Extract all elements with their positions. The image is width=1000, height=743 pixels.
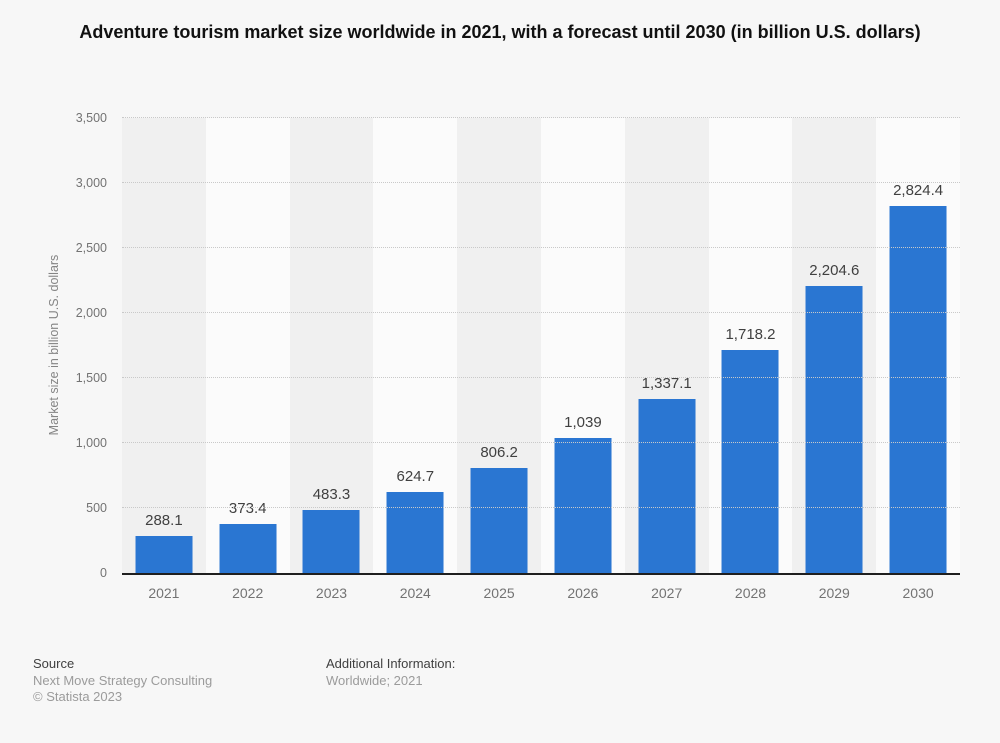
column-stripe: 2,824.4	[876, 118, 960, 573]
chart-title: Adventure tourism market size worldwide …	[79, 22, 921, 42]
column-stripe: 1,718.2	[708, 118, 793, 573]
bar-value-label: 288.1	[145, 511, 183, 529]
bar-value-label: 1,337.1	[641, 375, 692, 393]
y-tick-label: 500	[86, 501, 107, 516]
bar	[303, 510, 360, 573]
x-tick-label: 2025	[483, 585, 515, 601]
bar	[470, 468, 528, 573]
x-tick-label: 2028	[734, 585, 767, 601]
gridline	[122, 247, 960, 248]
bar-value-label: 624.7	[396, 467, 435, 485]
column-stripe: 483.3	[289, 118, 374, 573]
bar	[638, 399, 696, 573]
x-tick-label: 2023	[315, 585, 348, 601]
gridline	[122, 377, 960, 378]
y-tick-label: 3,500	[75, 111, 107, 125]
bar-value-label: 483.3	[312, 486, 351, 504]
bar-value-label: 373.4	[228, 500, 267, 518]
source-label: Source	[33, 656, 75, 671]
bar	[889, 205, 947, 573]
gridline	[122, 117, 960, 118]
column-stripe: 373.4	[205, 118, 290, 573]
y-tick-label: 2,000	[75, 306, 107, 321]
x-tick-label: 2027	[651, 585, 683, 601]
bar-value-label: 2,824.4	[893, 181, 944, 199]
bar-value-label: 1,039	[564, 413, 602, 431]
bar-value-label: 1,718.2	[725, 325, 776, 343]
y-tick-label: 1,500	[75, 371, 107, 385]
x-tick-label: 2021	[148, 585, 180, 601]
column-stripe: 2,204.6	[792, 118, 877, 573]
gridline	[122, 312, 960, 313]
source-name: Next Move Strategy Consulting	[33, 672, 213, 688]
x-tick-label: 2024	[399, 585, 431, 601]
additional-info-block: Additional Information: Worldwide; 2021	[326, 656, 455, 689]
bar	[219, 524, 277, 573]
y-tick-label: 2,500	[75, 241, 107, 255]
bar	[554, 437, 612, 573]
additional-info-value: Worldwide; 2021	[326, 672, 423, 688]
x-tick-label: 2029	[818, 585, 850, 601]
column-stripe: 624.7	[373, 118, 458, 573]
plot-area: 288.1 373.4 483.3 624.7 806.2 1,039 1,337.1 1,7…	[76, 111, 960, 580]
bar	[805, 286, 863, 573]
y-tick-label: 0	[100, 566, 107, 580]
bar	[722, 349, 779, 573]
additional-info-label: Additional Information:	[326, 656, 456, 671]
gridline	[122, 507, 960, 508]
gridline	[122, 182, 960, 183]
y-tick-label: 1,000	[75, 436, 107, 451]
gridline	[122, 442, 960, 443]
x-tick-label: 2026	[567, 585, 599, 601]
y-axis-title: Market size in billion U.S. dollars	[47, 254, 61, 436]
bar	[135, 535, 193, 573]
bar-value-label: 806.2	[480, 444, 518, 462]
column-stripe: 1,337.1	[624, 118, 709, 573]
x-axis-labels: 2021 2022 2023 2024 2025 2026 2027 2028 2029 2030	[122, 585, 960, 605]
column-stripe: 288.1	[122, 118, 206, 573]
column-stripe: 806.2	[457, 118, 541, 573]
x-tick-label: 2030	[902, 585, 934, 601]
x-tick-label: 2022	[232, 585, 264, 601]
column-stripe: 1,039	[541, 118, 625, 573]
bar-value-label: 2,204.6	[809, 262, 860, 280]
bar	[386, 491, 444, 573]
copyright-notice: © Statista 2023	[33, 689, 123, 704]
y-tick-label: 3,000	[75, 176, 107, 190]
source-block: Source Next Move Strategy Consulting © S…	[33, 656, 212, 706]
